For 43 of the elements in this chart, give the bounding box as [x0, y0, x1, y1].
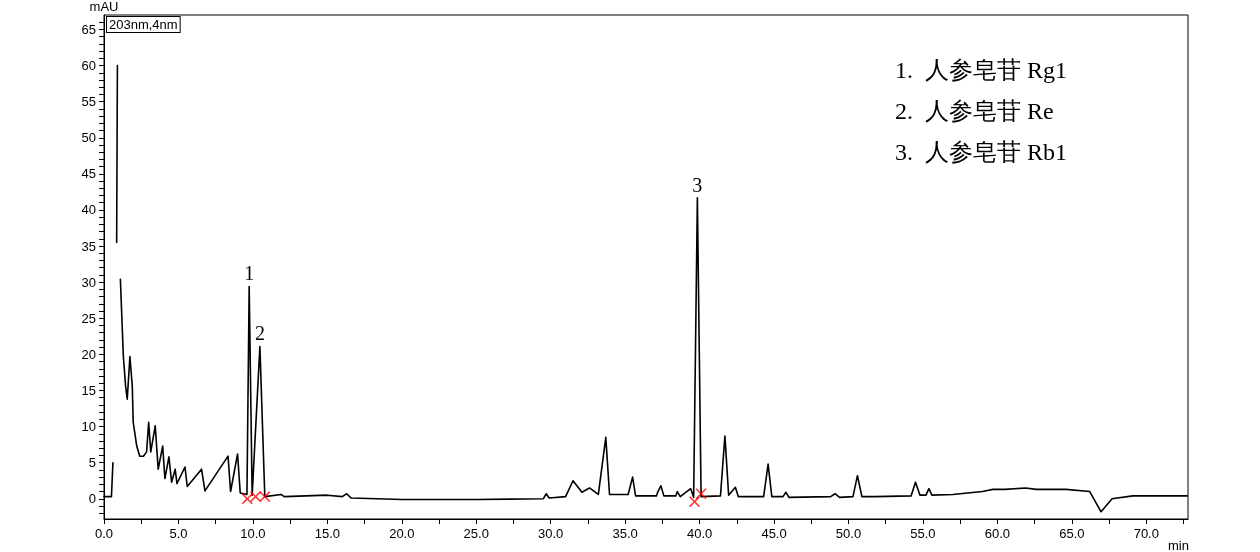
x-tick-label: 25.0	[463, 526, 489, 541]
annotation: 203nm,4nm	[109, 17, 178, 32]
x-tick-label: 60.0	[984, 526, 1011, 541]
point	[259, 491, 271, 503]
point	[250, 491, 262, 503]
x-tick-label: 50.0	[835, 526, 862, 541]
x-tick-label: 35.0	[612, 526, 638, 541]
y-tick-label: 65	[81, 21, 96, 37]
x-tick-label: 30.0	[538, 526, 564, 541]
y-tick-label: 20	[81, 346, 96, 362]
y-tick-label: 25	[81, 310, 96, 326]
x-tick-label: 40.0	[686, 526, 713, 541]
y-tick-label: 15	[81, 382, 96, 398]
x-tick-label: 5.0	[169, 526, 188, 541]
annotation: 3. 人参皂苷 Rb1	[895, 139, 1068, 165]
annotation: 1	[244, 262, 255, 285]
y-tick-label: 40	[81, 202, 96, 218]
x-tick-label: 20.0	[389, 526, 415, 541]
y-tick-label: 45	[81, 166, 96, 182]
y-tick-label: 10	[81, 419, 96, 435]
point	[695, 488, 707, 500]
point	[689, 496, 701, 508]
x-tick-label: 65.0	[1059, 526, 1085, 541]
annotation: 2. 人参皂苷 Re	[895, 98, 1054, 124]
x-axis-title: min	[1168, 538, 1189, 552]
point	[241, 493, 253, 505]
annotation: 1. 人参皂苷 Rg1	[895, 57, 1068, 83]
x-tick-label: 15.0	[314, 526, 341, 541]
y-tick-label: 60	[81, 58, 96, 74]
x-tick-label: 45.0	[761, 526, 787, 541]
x-tick-label: 70.0	[1133, 526, 1159, 541]
annotation: 3	[692, 173, 703, 196]
y-axis-title: mAU	[89, 0, 119, 14]
x-tick-label: 55.0	[910, 526, 936, 541]
annotation: 2	[254, 322, 265, 345]
y-tick-label: 30	[81, 274, 96, 290]
y-tick-label: 5	[88, 455, 96, 471]
x-tick-label: 10.0	[240, 526, 266, 541]
x-tick-label: 0.0	[94, 526, 114, 541]
y-tick-label: 35	[81, 238, 96, 254]
y-tick-label: 50	[81, 130, 96, 146]
y-tick-label: 0	[88, 491, 96, 507]
y-tick-label: 55	[81, 94, 96, 110]
